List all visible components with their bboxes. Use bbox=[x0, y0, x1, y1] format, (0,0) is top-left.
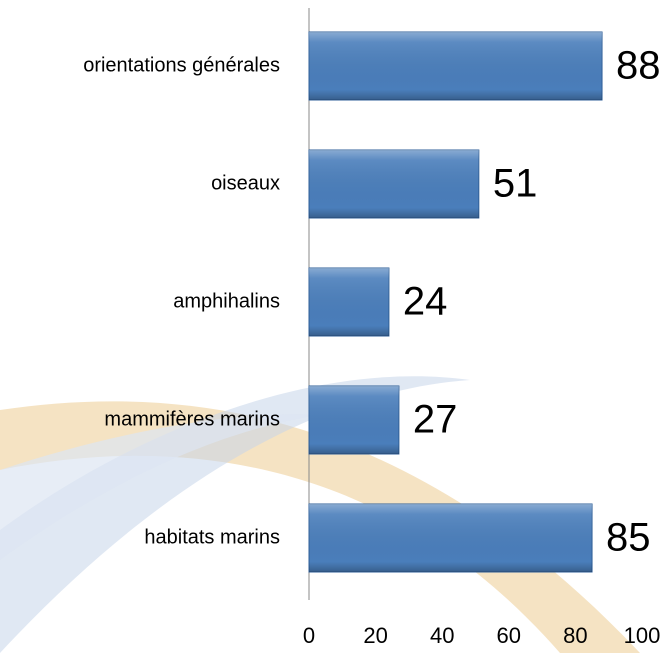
bar bbox=[309, 268, 389, 336]
chart: 0 20 40 60 80 100 orientations générales 88 oise… bbox=[0, 0, 672, 653]
bar bbox=[309, 504, 592, 572]
x-tick-label: 20 bbox=[363, 623, 387, 648]
y-tick-label: amphihalins bbox=[173, 290, 280, 312]
y-tick-label: mammifères marins bbox=[104, 408, 280, 430]
x-tick-label: 100 bbox=[624, 623, 661, 648]
bar bbox=[309, 150, 479, 218]
x-tick-label: 0 bbox=[303, 623, 315, 648]
value-label: 85 bbox=[606, 516, 651, 560]
y-tick-label: oiseaux bbox=[211, 172, 280, 194]
y-tick-label: habitats marins bbox=[144, 526, 280, 548]
value-label: 27 bbox=[413, 398, 458, 442]
x-tick-label: 80 bbox=[563, 623, 587, 648]
y-tick-label: orientations générales bbox=[83, 54, 280, 76]
x-tick-label: 40 bbox=[430, 623, 454, 648]
x-tick-label: 60 bbox=[497, 623, 521, 648]
value-label: 24 bbox=[403, 280, 448, 324]
bar bbox=[309, 32, 602, 100]
value-label: 51 bbox=[493, 162, 537, 206]
value-label: 88 bbox=[616, 44, 661, 88]
page: {"chart_data": {"type": "bar", "orientat… bbox=[0, 0, 672, 653]
bar bbox=[309, 386, 399, 454]
